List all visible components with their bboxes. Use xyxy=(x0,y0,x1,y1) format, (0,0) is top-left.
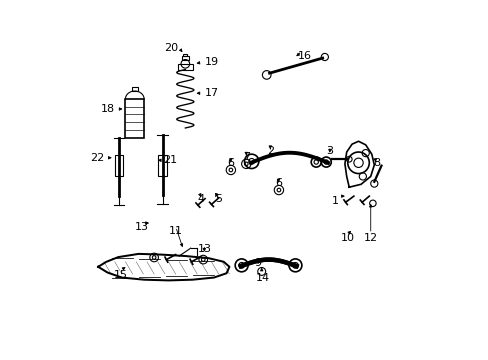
Text: 19: 19 xyxy=(204,57,218,67)
Text: 17: 17 xyxy=(204,88,218,98)
Text: 11: 11 xyxy=(168,226,183,236)
Text: 14: 14 xyxy=(256,273,270,283)
Text: 9: 9 xyxy=(254,258,261,268)
Text: 13: 13 xyxy=(197,244,211,254)
Bar xyxy=(125,99,144,138)
Text: 8: 8 xyxy=(372,158,379,168)
Text: 3: 3 xyxy=(325,145,333,156)
Text: 21: 21 xyxy=(163,155,177,165)
Bar xyxy=(183,54,187,56)
Text: 2: 2 xyxy=(266,145,273,156)
Text: 20: 20 xyxy=(163,43,178,53)
Text: 13: 13 xyxy=(135,222,149,232)
Text: 7: 7 xyxy=(242,152,249,162)
Bar xyxy=(115,155,123,176)
Text: 5: 5 xyxy=(215,194,222,204)
Bar xyxy=(158,155,167,176)
Text: 15: 15 xyxy=(114,270,127,280)
Text: 4: 4 xyxy=(197,194,204,204)
Text: 16: 16 xyxy=(297,51,311,61)
Text: 10: 10 xyxy=(340,233,354,243)
Bar xyxy=(132,87,137,91)
Text: 22: 22 xyxy=(89,153,104,163)
Text: 12: 12 xyxy=(363,233,377,243)
Bar xyxy=(178,64,192,69)
Text: 1: 1 xyxy=(331,196,338,206)
Bar xyxy=(182,56,188,59)
Text: 18: 18 xyxy=(101,104,115,114)
Text: 6: 6 xyxy=(227,158,234,168)
Text: 6: 6 xyxy=(275,178,282,188)
